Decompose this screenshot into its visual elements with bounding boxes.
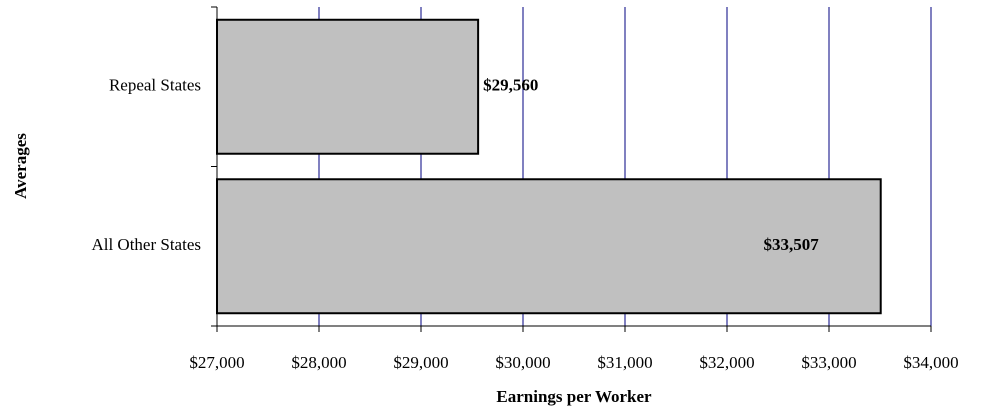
x-tick-label: $28,000 <box>291 353 346 372</box>
x-axis-title: Earnings per Worker <box>496 387 652 406</box>
x-tick-label: $27,000 <box>189 353 244 372</box>
y-tick-label: All Other States <box>91 235 201 254</box>
value-label: $29,560 <box>483 76 538 95</box>
value-label: $33,507 <box>763 235 819 254</box>
bar <box>216 18 480 155</box>
x-tick-label: $29,000 <box>393 353 448 372</box>
y-axis-title: Averages <box>11 133 30 199</box>
x-tick-label: $34,000 <box>903 353 958 372</box>
bar <box>216 178 882 315</box>
x-tick-label: $33,000 <box>801 353 856 372</box>
x-tick-label: $31,000 <box>597 353 652 372</box>
x-tick-label: $32,000 <box>699 353 754 372</box>
x-tick-label: $30,000 <box>495 353 550 372</box>
y-tick-label: Repeal States <box>109 76 201 95</box>
